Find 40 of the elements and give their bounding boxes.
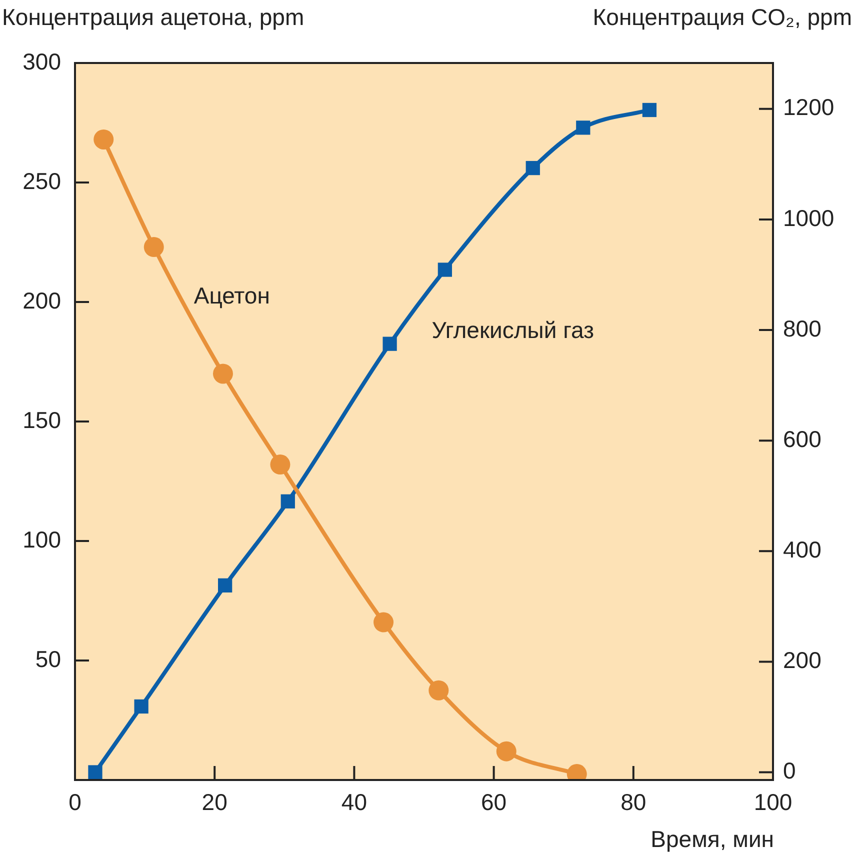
point — [576, 120, 590, 135]
y2-tick-label: 1000 — [783, 204, 834, 231]
y-tick-label: 250 — [22, 168, 61, 194]
point — [270, 454, 290, 475]
y-axis-title: Концентрация ацетона, ppm — [2, 4, 304, 31]
y2-tick-label: 400 — [783, 536, 822, 562]
point — [94, 129, 114, 150]
x-tick-label: 60 — [481, 789, 507, 816]
y2-tick-label: 200 — [783, 647, 822, 674]
series-label: Ацетон — [194, 282, 270, 308]
point — [382, 336, 397, 351]
y-tick-label: 200 — [22, 287, 61, 314]
y-tick-label: 50 — [35, 646, 61, 672]
x-tick-label: 80 — [620, 789, 646, 816]
point — [496, 741, 516, 762]
point — [218, 578, 232, 592]
point — [438, 262, 452, 277]
point — [88, 765, 102, 780]
series-label: Углекислый газ — [432, 317, 594, 344]
point — [642, 102, 657, 118]
x-tick-label: 0 — [68, 789, 82, 816]
x-tick-label: 40 — [341, 789, 367, 816]
y2-axis-title: Концентрация CO₂, ppm — [592, 4, 852, 31]
x-tick-label: 100 — [754, 789, 792, 816]
y2-tick-label: 0 — [783, 758, 796, 784]
point — [134, 699, 148, 714]
y-tick-label: 150 — [22, 406, 61, 433]
y-tick-label: 300 — [22, 48, 61, 74]
point — [526, 160, 540, 176]
point — [374, 612, 394, 632]
y-tick-label: 100 — [22, 526, 61, 552]
point — [144, 237, 164, 258]
point — [212, 364, 233, 384]
x-tick-label: 20 — [202, 789, 228, 816]
point — [428, 680, 449, 700]
y2-tick-label: 1200 — [783, 94, 834, 120]
x-axis-title: Время, мин — [650, 826, 774, 853]
point — [280, 494, 295, 508]
y2-tick-label: 600 — [783, 426, 822, 452]
y2-tick-label: 800 — [783, 315, 822, 342]
